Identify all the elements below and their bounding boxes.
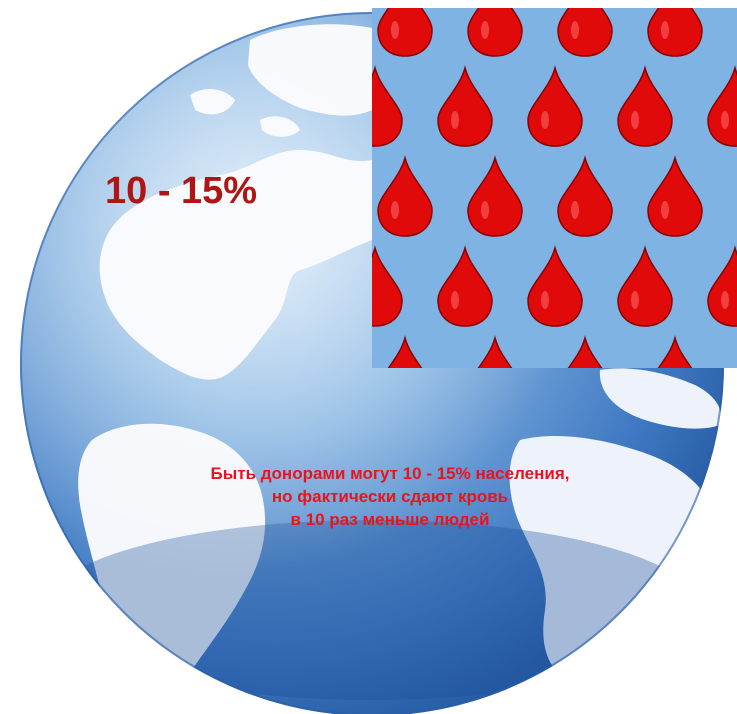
blood-drop-highlight — [631, 111, 639, 129]
blood-drop-icon — [647, 8, 703, 57]
blood-drop-icon — [617, 65, 673, 147]
caption-line-3: в 10 раз меньше людей — [290, 510, 490, 529]
blood-drop-highlight — [721, 291, 729, 309]
blood-drop-icon — [557, 8, 613, 57]
blood-drop-highlight — [631, 291, 639, 309]
blood-drop-icon — [557, 155, 613, 237]
blood-drop-icon — [707, 245, 737, 327]
blood-drop-icon — [707, 65, 737, 147]
blood-drop-highlight — [661, 201, 669, 219]
blood-drop-icon — [437, 65, 493, 147]
blood-drops-panel — [372, 8, 737, 368]
blood-drop-highlight — [451, 291, 459, 309]
blood-drop-highlight — [721, 111, 729, 129]
blood-drop-icon — [377, 155, 433, 237]
blood-drop-icon — [387, 335, 423, 368]
blood-drop-icon — [467, 8, 523, 57]
blood-drop-highlight — [451, 111, 459, 129]
blood-drop-icon — [617, 245, 673, 327]
percent-headline: 10 - 15% — [105, 170, 258, 212]
blood-drop-icon — [527, 245, 583, 327]
blood-drop-icon — [647, 155, 703, 237]
blood-drop-highlight — [541, 111, 549, 129]
blood-drop-icon — [377, 8, 433, 57]
blood-drop-icon — [372, 245, 403, 327]
blood-drop-icon — [527, 65, 583, 147]
blood-drop-icon — [477, 335, 513, 368]
blood-drop-highlight — [391, 201, 399, 219]
blood-drop-icon — [657, 335, 693, 368]
blood-drop-highlight — [571, 21, 579, 39]
blood-drop-highlight — [661, 21, 669, 39]
caption-text: Быть донорами могут 10 - 15% населения, … — [140, 462, 640, 531]
blood-drop-highlight — [391, 21, 399, 39]
blood-drop-highlight — [571, 201, 579, 219]
blood-drop-icon — [437, 245, 493, 327]
blood-drop-icon — [372, 65, 403, 147]
blood-drop-highlight — [481, 201, 489, 219]
blood-drop-icon — [567, 335, 603, 368]
blood-drop-highlight — [541, 291, 549, 309]
blood-drop-icon — [467, 155, 523, 237]
blood-drop-highlight — [481, 21, 489, 39]
caption-line-2: но фактически сдают кровь — [271, 487, 509, 506]
caption-line-1: Быть донорами могут 10 - 15% населения, — [210, 464, 570, 483]
